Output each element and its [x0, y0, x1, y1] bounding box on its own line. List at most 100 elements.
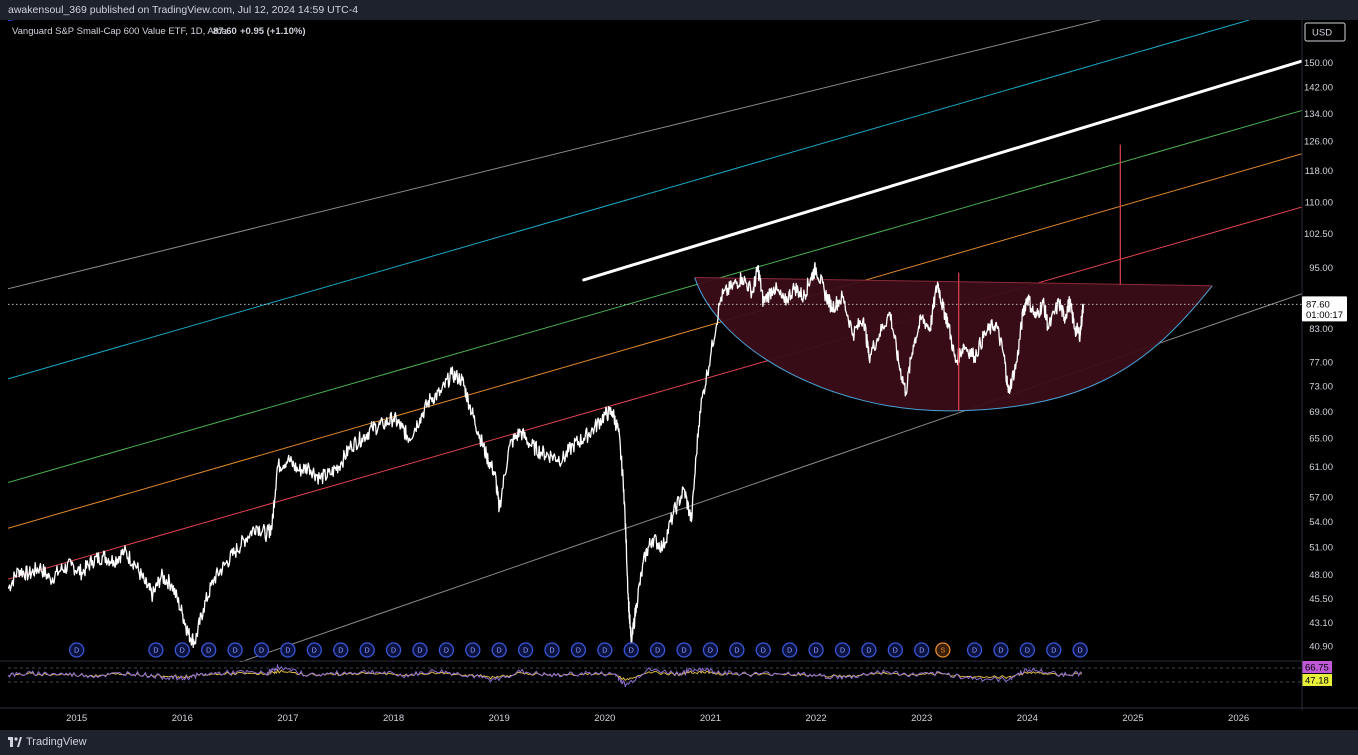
- price-tick-1: 150.00: [1304, 58, 1333, 69]
- dividend-badge-label: D: [497, 648, 502, 655]
- dividend-badge-label: D: [972, 648, 977, 655]
- currency-box-frame[interactable]: [1304, 22, 1346, 42]
- dividend-marker-34[interactable]: D: [1046, 642, 1062, 658]
- dividend-marker-6[interactable]: D: [280, 642, 296, 658]
- dividend-marker-29[interactable]: D: [887, 642, 903, 658]
- dividend-badge[interactable]: [69, 642, 85, 658]
- dividend-badge[interactable]: [1019, 642, 1036, 658]
- dividend-marker-33[interactable]: D: [1019, 642, 1036, 658]
- dividend-marker-18[interactable]: D: [597, 642, 613, 658]
- legend-last-price: 87.60: [213, 26, 237, 37]
- dividend-marker-7[interactable]: D: [306, 642, 322, 658]
- dividend-marker-20[interactable]: D: [649, 642, 666, 658]
- dividend-badge[interactable]: [808, 642, 824, 658]
- dividend-badge[interactable]: [491, 642, 507, 658]
- dividend-badge[interactable]: [887, 642, 903, 658]
- footer-bar: TradingView: [0, 730, 1358, 755]
- currency-box[interactable]: USD: [1304, 22, 1346, 42]
- dividend-marker-3[interactable]: D: [201, 642, 217, 658]
- dividend-marker-13[interactable]: D: [465, 642, 481, 658]
- dividend-badge[interactable]: [227, 642, 243, 658]
- dividend-badge[interactable]: [834, 642, 851, 658]
- dividend-badge[interactable]: [385, 642, 402, 658]
- dividend-marker-35[interactable]: D: [1072, 642, 1088, 658]
- dividend-badge[interactable]: [253, 642, 270, 658]
- price-tick-4: 126.00: [1304, 136, 1333, 147]
- dividend-marker-17[interactable]: D: [570, 642, 587, 658]
- dividend-marker-14[interactable]: D: [491, 642, 507, 658]
- dividend-marker-11[interactable]: D: [412, 642, 428, 658]
- dividend-marker-25[interactable]: D: [782, 642, 798, 658]
- price-chart[interactable]: D D D D D D D D D D D D D D D D D D D D D D D D D D D D D D D D D D D D S 66…: [0, 20, 1358, 730]
- dividend-marker-10[interactable]: D: [385, 642, 402, 658]
- dividend-badge[interactable]: [861, 642, 877, 658]
- dividend-badge[interactable]: [623, 642, 639, 658]
- dividend-marker-5[interactable]: D: [253, 642, 270, 658]
- dividend-badge[interactable]: [201, 642, 217, 658]
- dividend-markers[interactable]: D D D D D D D D D D D D D D D D D D D D D D D D D D D D D D D D D D D DS: [69, 642, 1088, 658]
- dividend-badge[interactable]: [517, 642, 534, 658]
- dividend-marker-22[interactable]: D: [702, 642, 719, 658]
- dividend-badge[interactable]: [782, 642, 798, 658]
- dividend-marker-26[interactable]: D: [808, 642, 824, 658]
- dividend-marker-28[interactable]: D: [861, 642, 877, 658]
- dividend-marker-9[interactable]: D: [359, 642, 375, 658]
- dividend-marker-32[interactable]: D: [993, 642, 1009, 658]
- dividend-badge[interactable]: [280, 642, 296, 658]
- currency-label: USD: [1312, 28, 1332, 39]
- dividend-badge[interactable]: [412, 642, 428, 658]
- publisher-text: awakensoul_369 published on TradingView.…: [8, 4, 359, 16]
- price-tick-15: 61.00: [1309, 462, 1333, 473]
- dividend-marker-31[interactable]: D: [966, 642, 983, 658]
- dividend-badge[interactable]: [174, 642, 190, 658]
- dividend-badge[interactable]: [306, 642, 322, 658]
- dividend-badge[interactable]: [1072, 642, 1088, 658]
- dividend-marker-23[interactable]: D: [729, 642, 745, 658]
- dividend-badge[interactable]: [333, 642, 349, 658]
- dividend-marker-1[interactable]: D: [148, 642, 164, 658]
- dividend-badge[interactable]: [148, 642, 164, 658]
- dividend-badge[interactable]: [966, 642, 983, 658]
- dividend-marker-0[interactable]: D: [69, 642, 85, 658]
- time-tick-2019: 2019: [489, 713, 510, 724]
- split-badge[interactable]: [935, 642, 951, 658]
- dividend-badge[interactable]: [755, 642, 771, 658]
- dividend-badge[interactable]: [544, 642, 560, 658]
- price-tag-countdown: 01:00:17: [1306, 310, 1343, 321]
- dividend-marker-19[interactable]: D: [623, 642, 639, 658]
- time-tick-2022: 2022: [806, 713, 827, 724]
- time-tick-2021: 2021: [700, 713, 721, 724]
- dividend-marker-4[interactable]: D: [227, 642, 243, 658]
- split-marker-0[interactable]: S: [935, 642, 951, 658]
- dividend-badge[interactable]: [729, 642, 745, 658]
- dividend-badge-label: D: [233, 648, 238, 655]
- price-series: [8, 261, 1084, 648]
- channel-line-4: [8, 153, 1302, 529]
- dividend-badge[interactable]: [465, 642, 481, 658]
- time-tick-2025: 2025: [1122, 713, 1143, 724]
- dividend-badge[interactable]: [914, 642, 930, 658]
- dividend-marker-21[interactable]: D: [676, 642, 692, 658]
- dividend-badge[interactable]: [649, 642, 666, 658]
- dividend-badge[interactable]: [1046, 642, 1062, 658]
- price-tag-box[interactable]: [1302, 296, 1347, 322]
- publisher-header: awakensoul_369 published on TradingView.…: [0, 0, 1358, 20]
- dividend-badge[interactable]: [676, 642, 692, 658]
- dividend-marker-30[interactable]: D: [914, 642, 930, 658]
- dividend-marker-27[interactable]: D: [834, 642, 851, 658]
- dividend-badge[interactable]: [702, 642, 719, 658]
- dividend-badge[interactable]: [359, 642, 375, 658]
- dividend-badge-label: D: [655, 648, 660, 655]
- dividend-badge[interactable]: [438, 642, 455, 658]
- dividend-marker-16[interactable]: D: [544, 642, 560, 658]
- dividend-badge[interactable]: [993, 642, 1009, 658]
- dividend-marker-12[interactable]: D: [438, 642, 455, 658]
- dividend-marker-8[interactable]: D: [333, 642, 349, 658]
- dividend-badge[interactable]: [597, 642, 613, 658]
- dividend-marker-2[interactable]: D: [174, 642, 190, 658]
- price-axis[interactable]: 150.00 142.00 134.00 126.00 118.00 110.00 102.…: [1301, 20, 1347, 710]
- dividend-marker-24[interactable]: D: [755, 642, 771, 658]
- dividend-badge[interactable]: [570, 642, 587, 658]
- time-axis[interactable]: 2015 2016 2017 2018 2019 2020 2021 2022 2023 2024…: [0, 707, 1358, 724]
- dividend-marker-15[interactable]: D: [517, 642, 534, 658]
